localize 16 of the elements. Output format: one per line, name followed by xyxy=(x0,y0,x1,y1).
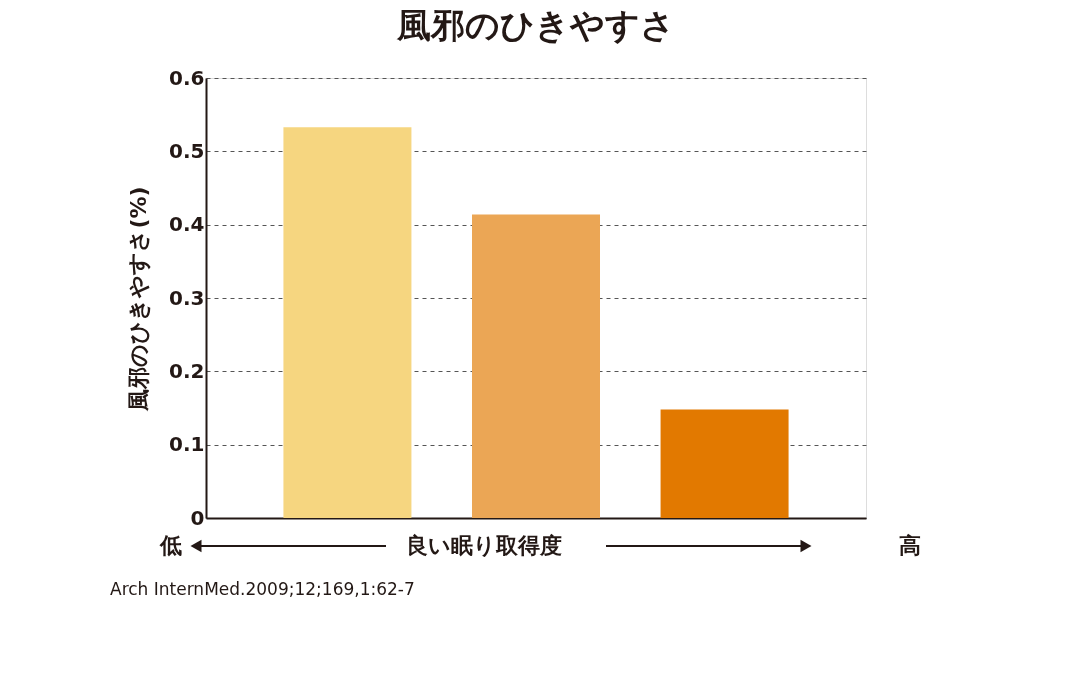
x-axis-title: 良い眠り取得度 xyxy=(406,533,562,558)
y-tick-label: 0.1 xyxy=(169,432,205,457)
bar xyxy=(660,409,789,518)
text: 低 xyxy=(159,533,182,558)
bar xyxy=(283,127,412,518)
text: 高 xyxy=(899,533,921,558)
y-tick-label: 0.3 xyxy=(169,285,205,310)
bar xyxy=(472,214,600,518)
chart-title: 風邪のひきやすさ xyxy=(396,5,675,45)
y-tick-label: 0.4 xyxy=(169,212,205,237)
y-tick-label: 0.2 xyxy=(169,358,205,383)
y-tick-label: 0.6 xyxy=(169,65,205,90)
text: Arch InternMed.2009;12;169,1:62-7 xyxy=(110,579,415,599)
y-tick-label: 0 xyxy=(190,505,205,530)
y-tick-label: 0.5 xyxy=(169,138,205,163)
y-axis-title: 風邪のひきやすさ(%) xyxy=(126,186,152,412)
